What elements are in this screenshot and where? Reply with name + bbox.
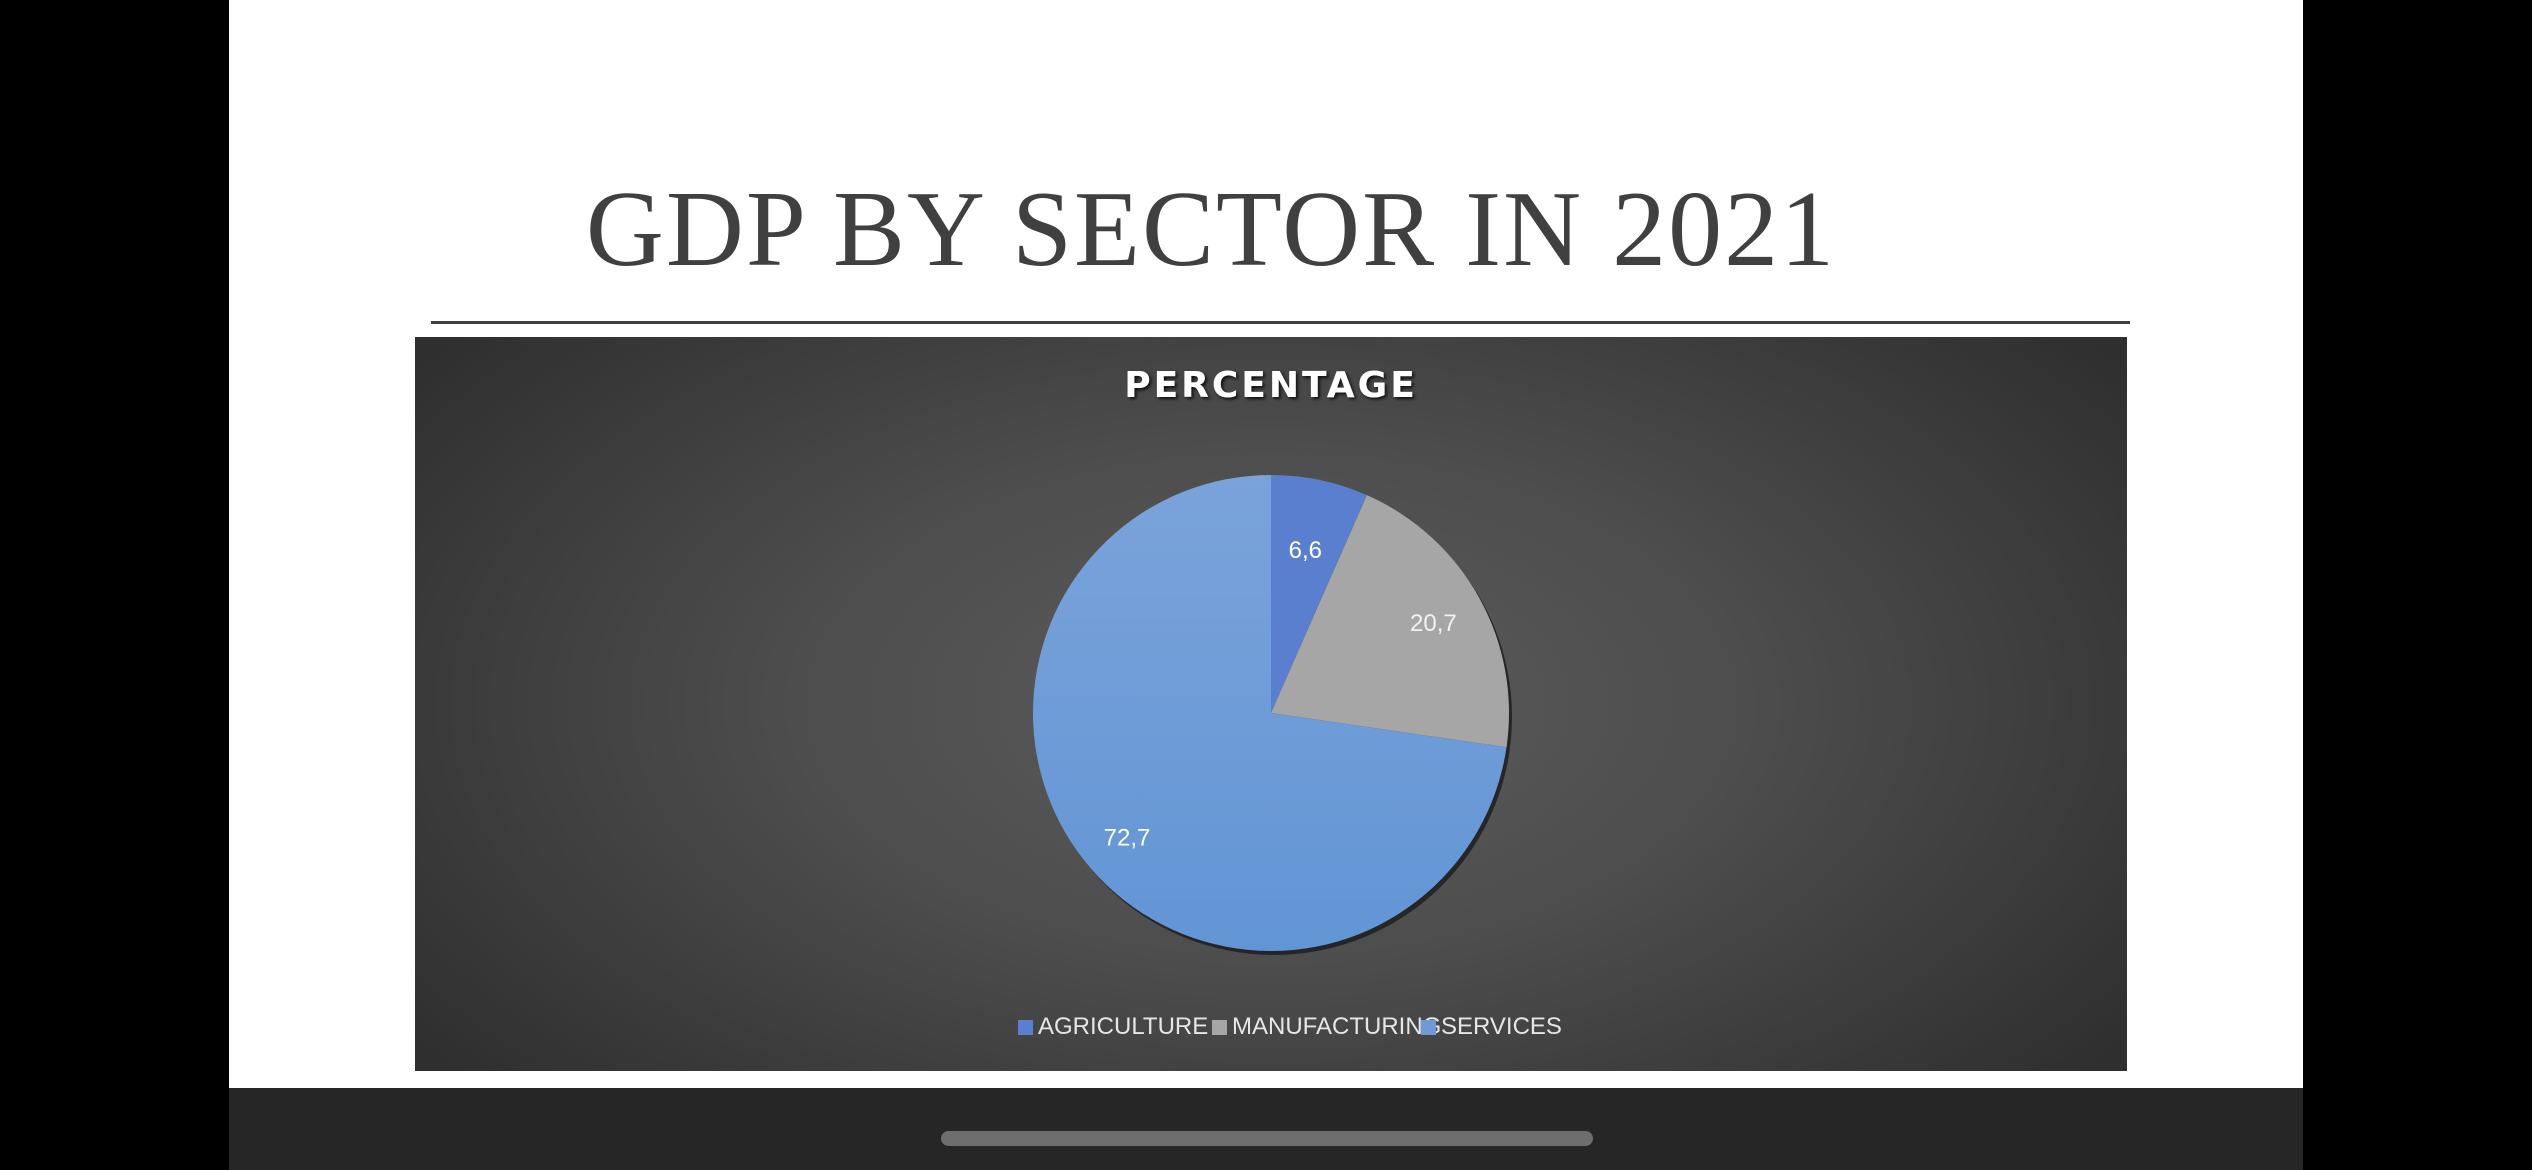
pie-slice-manufacturing[interactable]	[1271, 495, 1509, 748]
legend-swatch	[1421, 1020, 1436, 1035]
data-labels: 6,6 20,7 72,7	[1104, 537, 1457, 852]
data-label-agriculture: 6,6	[1289, 537, 1322, 564]
legend-item-manufacturing: MANUFACTURING	[1212, 1013, 1441, 1040]
data-label-services: 72,7	[1104, 825, 1151, 852]
pie-chart: PERCENTAGE 6,6 20,7 72,7 AGRICULTURE MANUFA…	[1018, 365, 1562, 1040]
chart-panel: PERCENTAGE 6,6 20,7 72,7 AGRICULTURE MANUFA…	[415, 337, 2127, 1071]
pie-slice-agriculture[interactable]	[1271, 475, 1367, 713]
pie-slices	[1033, 475, 1512, 955]
legend-item-agriculture: AGRICULTURE	[1018, 1013, 1208, 1040]
slide-title: GDP BY SECTOR IN 2021	[585, 170, 1837, 289]
data-label-manufacturing: 20,7	[1410, 610, 1457, 637]
legend-label: AGRICULTURE	[1038, 1013, 1208, 1040]
pie-slice-services[interactable]	[1033, 475, 1507, 951]
bottom-bar	[229, 1088, 2303, 1170]
legend-item-services: SERVICES	[1421, 1013, 1562, 1040]
title-divider	[431, 321, 2130, 324]
legend-label: MANUFACTURING	[1232, 1013, 1441, 1040]
chart-title: PERCENTAGE	[1124, 365, 1418, 406]
chart-legend: AGRICULTURE MANUFACTURING SERVICES	[1018, 1013, 1562, 1040]
home-indicator[interactable]	[941, 1131, 1593, 1146]
legend-swatch	[1212, 1020, 1227, 1035]
legend-swatch	[1018, 1020, 1033, 1035]
slide: GDP BY SECTOR IN 2021 PERCENTAGE 6,6 20,7…	[229, 0, 2303, 1088]
legend-label: SERVICES	[1441, 1013, 1562, 1040]
